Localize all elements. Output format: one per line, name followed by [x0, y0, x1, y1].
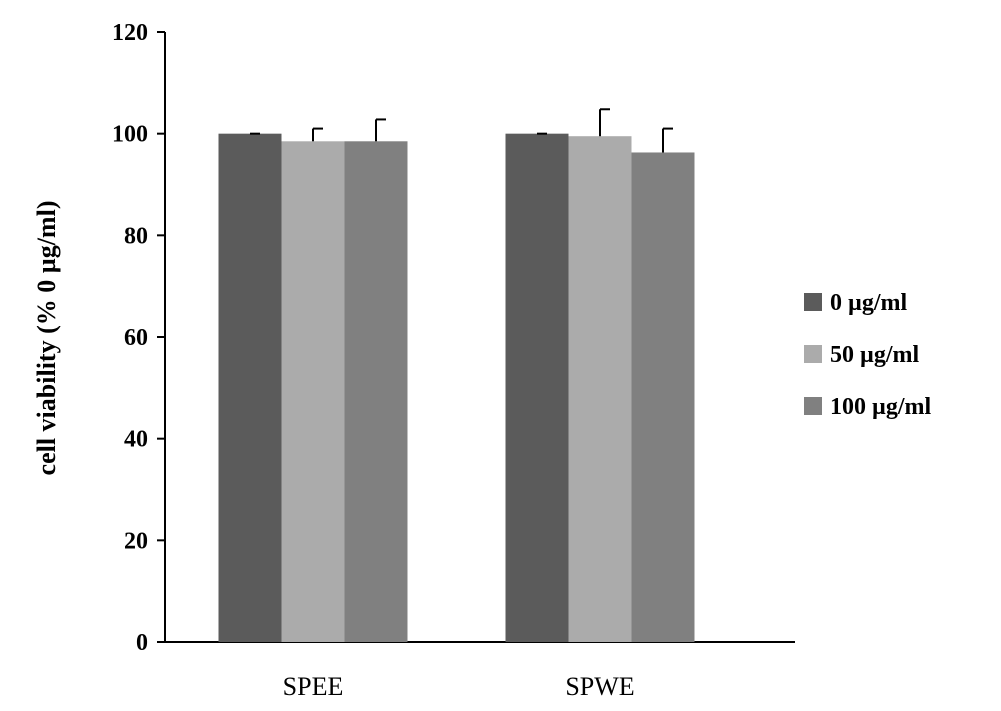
y-tick-label: 60 — [124, 325, 148, 351]
legend-label: 100 µg/ml — [830, 394, 931, 420]
legend-swatch — [804, 293, 822, 311]
x-category-label: SPWE — [565, 672, 634, 701]
bar — [281, 141, 345, 642]
bar — [218, 133, 282, 642]
legend-swatch — [804, 397, 822, 415]
bar — [344, 141, 408, 642]
y-tick-label: 20 — [124, 528, 148, 554]
y-tick-label: 80 — [124, 223, 148, 249]
y-tick-label: 100 — [112, 122, 148, 148]
y-tick-label: 40 — [124, 427, 148, 453]
y-tick-label: 120 — [112, 20, 148, 46]
legend-swatch — [804, 345, 822, 363]
bar — [568, 136, 632, 643]
bar — [631, 152, 695, 642]
legend-label: 0 µg/ml — [830, 290, 907, 316]
legend-label: 50 µg/ml — [830, 342, 919, 368]
y-axis-title: cell viability (% 0 µg/ml) — [32, 201, 61, 476]
y-tick-label: 0 — [136, 630, 148, 656]
bar — [505, 133, 569, 642]
x-category-label: SPEE — [283, 672, 344, 701]
